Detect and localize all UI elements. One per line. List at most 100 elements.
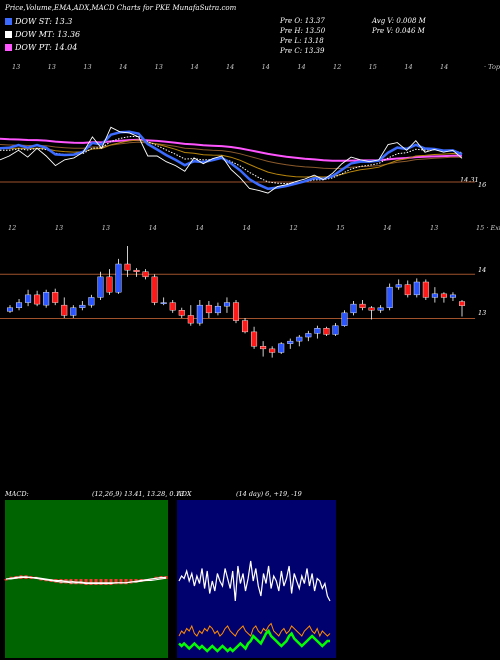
macd-line xyxy=(5,576,166,585)
candle-body xyxy=(251,331,258,347)
prev-low: Pre L: 13.18 xyxy=(280,37,324,45)
adx-minus-di-line xyxy=(178,622,331,638)
candle-body xyxy=(187,315,194,324)
date-label: 14 xyxy=(226,63,235,71)
ema-mid-line xyxy=(0,139,463,178)
candle-body xyxy=(395,284,402,288)
date-label: 14 xyxy=(190,63,199,71)
candle-body xyxy=(359,303,366,308)
candle-body xyxy=(278,343,285,353)
candle-body xyxy=(386,286,393,308)
candle-body xyxy=(196,304,203,324)
candle-body xyxy=(332,325,339,335)
candle-body xyxy=(305,333,312,338)
date-label: 14 xyxy=(148,224,157,232)
candle-body xyxy=(133,269,140,272)
candle-body xyxy=(169,302,176,311)
date-label: 15 xyxy=(368,63,377,71)
prev-open: Pre O: 13.37 xyxy=(280,17,325,25)
macd-panel xyxy=(4,575,168,585)
avg-volume: Avg V: 0.008 M xyxy=(372,17,426,25)
adx-label: ADX xyxy=(177,490,192,498)
date-label: 13 xyxy=(54,224,64,232)
candle-body xyxy=(52,292,59,303)
candle-body xyxy=(422,281,429,298)
candle-body xyxy=(232,302,240,321)
candle-body xyxy=(440,293,447,298)
candle-body xyxy=(260,346,267,350)
candle-body xyxy=(404,284,411,296)
candle-body xyxy=(34,294,41,305)
date-label: 12 xyxy=(289,224,298,232)
candle-body xyxy=(458,301,466,306)
candle-body xyxy=(269,348,276,353)
date-label: 14 xyxy=(261,63,270,71)
date-label: 14 xyxy=(383,224,392,232)
candle-body xyxy=(350,303,357,314)
candle-body xyxy=(160,302,167,304)
ema-panel xyxy=(0,126,475,194)
candle-body xyxy=(205,304,212,314)
candle-body xyxy=(124,263,131,271)
macd-label: MACD: xyxy=(5,490,29,498)
candle-body xyxy=(287,340,294,344)
date-label: 14 xyxy=(440,63,449,71)
candle-body xyxy=(242,320,249,333)
candle-body xyxy=(178,310,185,316)
candle-corner-label: 15 · Extra xyxy=(476,224,500,232)
candlestick-panel xyxy=(0,246,475,358)
date-label: 14 xyxy=(404,63,413,71)
date-label: 12 xyxy=(333,63,342,71)
chart-title: Price,Volume,EMA,ADX,MACD Charts for PKE… xyxy=(5,4,237,12)
candle-body xyxy=(223,302,230,307)
candle-body xyxy=(43,292,50,306)
candle-body xyxy=(296,336,303,342)
date-label: 14 xyxy=(242,224,251,232)
candle-body xyxy=(151,276,158,303)
date-label: 13 xyxy=(83,63,92,71)
close-price-line xyxy=(0,126,463,194)
candle-body xyxy=(431,293,438,298)
candle-body xyxy=(70,307,77,316)
candle-body xyxy=(16,302,23,308)
candle-body xyxy=(377,307,384,311)
candle-body xyxy=(368,307,375,311)
date-label: 13 xyxy=(47,63,56,71)
date-label: 13 xyxy=(101,224,111,232)
dow-mt-legend: DOW MT: 13.36 xyxy=(5,30,80,42)
candle-body xyxy=(413,281,420,296)
candle-body xyxy=(6,307,14,312)
ema-price-label-bottom: 16 xyxy=(478,181,487,189)
prev-volume: Pre V: 0.046 M xyxy=(372,27,425,35)
date-label: 13 xyxy=(154,63,163,71)
adx-plus-di-line xyxy=(178,560,331,602)
candle-body xyxy=(341,312,348,326)
dow-mt-swatch xyxy=(5,31,12,38)
candle-price-label-13: 13 xyxy=(478,309,487,317)
adx-panel xyxy=(178,560,331,653)
candle-body xyxy=(449,294,456,298)
date-label: 13 xyxy=(12,63,21,71)
candle-body xyxy=(25,294,32,303)
ema-corner-label: · Topo xyxy=(484,63,500,71)
candle-body xyxy=(323,328,330,335)
candle-body xyxy=(79,304,86,308)
adx-line xyxy=(178,628,330,653)
date-label: 12 xyxy=(8,224,17,232)
candle-body xyxy=(97,276,104,298)
prev-high: Pre H: 13.50 xyxy=(280,27,326,35)
dow-pt-swatch xyxy=(5,44,12,51)
candle-body xyxy=(142,271,149,278)
ema-st-line xyxy=(0,130,463,191)
date-label: 14 xyxy=(119,63,128,71)
candle-body xyxy=(61,304,68,316)
date-label: 14 xyxy=(195,224,204,232)
candle-body xyxy=(214,305,221,314)
candle-body xyxy=(115,263,122,293)
date-label: 15 xyxy=(336,224,345,232)
candle-price-label-14: 14 xyxy=(478,266,487,274)
candle-body xyxy=(88,297,95,306)
dow-st-swatch xyxy=(5,18,12,25)
candle-body xyxy=(106,276,113,293)
